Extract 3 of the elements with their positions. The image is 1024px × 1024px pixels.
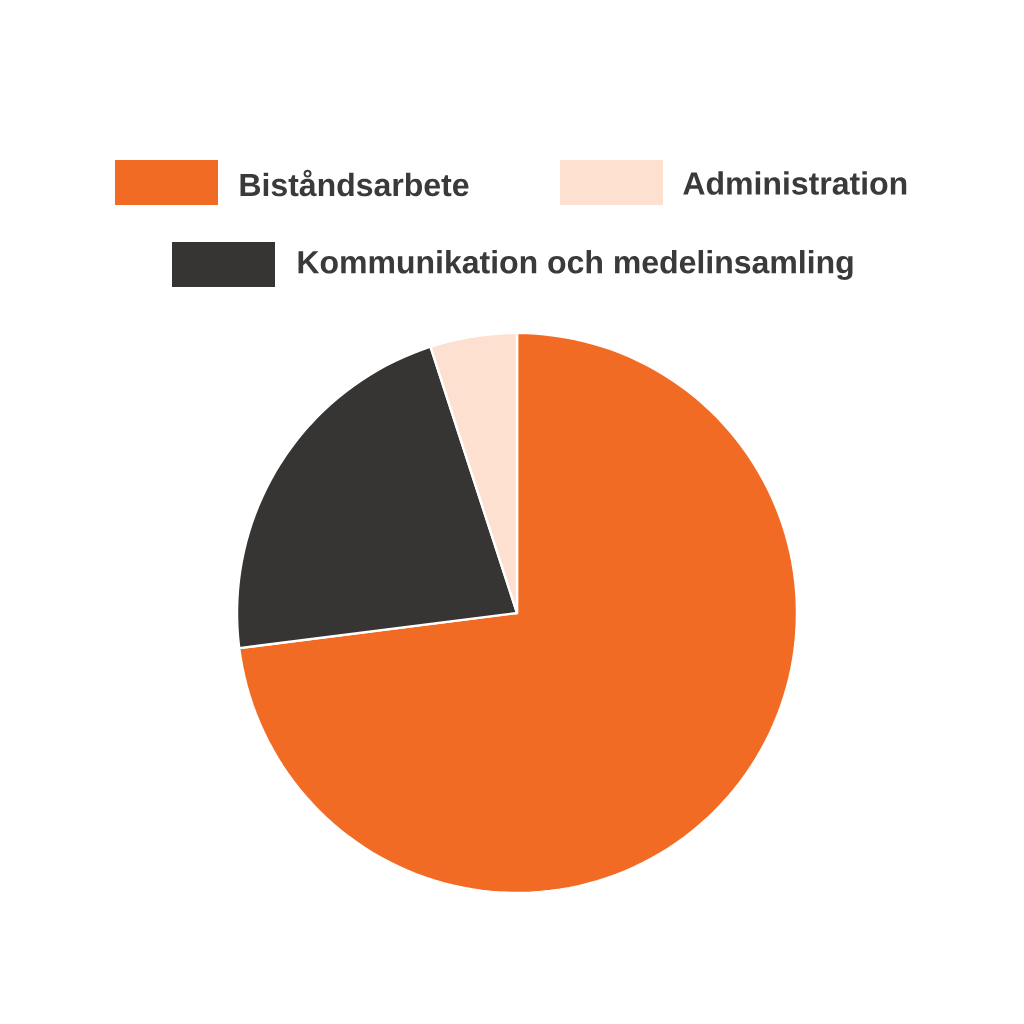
legend-label: Kommunikation och medelinsamling bbox=[298, 250, 853, 280]
legend-label: Biståndsarbete bbox=[240, 169, 469, 197]
legend-label: Administration bbox=[683, 171, 907, 195]
